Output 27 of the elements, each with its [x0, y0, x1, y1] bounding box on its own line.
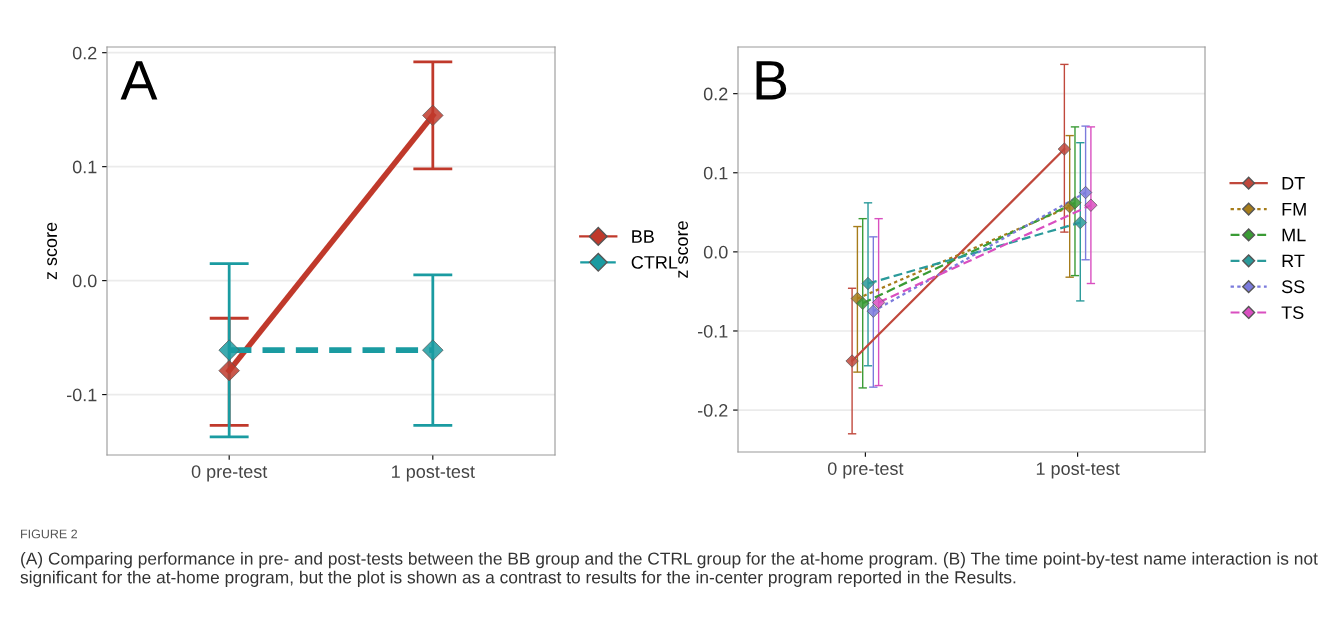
text: (A) Comparing performance in pre- and post-tests between the BB group and the CTRL group for the at-home program. (B) The time point-by-test name interaction is not significant for the at-home program, but the plot is shown as a contrast to results for the in-center program reported in the Results.: [20, 552, 1318, 587]
x-tick-label: 0 pre-test: [191, 465, 268, 482]
y-tick-label: -0.1: [697, 324, 728, 338]
x-tick-label: 1 post-test: [392, 465, 475, 482]
y-axis-title: z score: [678, 221, 689, 278]
annotation: A: [120, 61, 158, 100]
y-tick-label: 0.0: [72, 274, 97, 288]
x-tick-label: 0 pre-test: [827, 462, 904, 479]
legend-label: ML: [1282, 228, 1306, 242]
y-axis-title: z score: [47, 222, 58, 280]
legend-label: FM: [1282, 202, 1306, 216]
legend-label: BB: [632, 230, 654, 243]
annotation: B: [756, 61, 787, 100]
x-tick-label: 1 post-test: [1036, 462, 1120, 479]
legend-label: DT: [1282, 177, 1305, 190]
legend-label: SS: [1281, 280, 1305, 294]
y-tick-label: 0.2: [703, 87, 728, 101]
legend-label: CTRL: [631, 255, 678, 269]
y-tick-label: 0.2: [72, 46, 97, 60]
caption: FIGURE 2: [21, 529, 78, 539]
y-tick-label: -0.2: [697, 404, 728, 417]
y-tick-label: 0.1: [72, 160, 97, 174]
legend-label: RT: [1282, 254, 1305, 268]
y-tick-label: 0.0: [703, 245, 728, 259]
legend-label: TS: [1281, 306, 1304, 319]
y-tick-label: 0.1: [703, 166, 728, 180]
y-tick-label: -0.1: [66, 388, 97, 402]
